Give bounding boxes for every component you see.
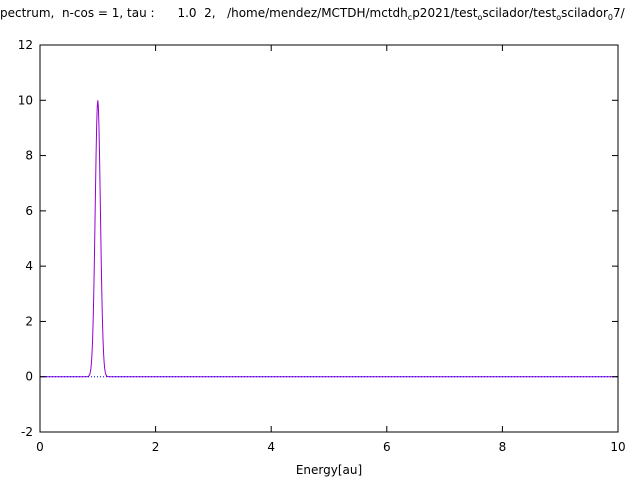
x-axis-label: Energy[au] xyxy=(296,463,362,477)
title-sub-1: c xyxy=(407,13,413,22)
title-part-2: p2021/test xyxy=(412,6,478,20)
series-layer xyxy=(40,100,618,378)
plot-frame xyxy=(39,44,619,433)
x-tick-label: 10 xyxy=(610,440,625,454)
y-axis-ticks: -2 0 2 4 6 8 10 12 xyxy=(18,38,618,439)
x-tick-label: 2 xyxy=(152,440,160,454)
title-sub-2: o xyxy=(477,13,483,22)
y-tick-label: 12 xyxy=(18,38,33,52)
title-sub-3: o xyxy=(556,13,562,22)
spectrum-series-line xyxy=(40,100,618,378)
y-tick-label: 6 xyxy=(25,204,33,218)
y-tick-label: -2 xyxy=(21,425,33,439)
x-axis-ticks: 0 2 4 6 8 10 xyxy=(36,45,626,454)
chart-title: pectrum, n-cos = 1, tau : 1.0 2, /home/m… xyxy=(0,6,625,26)
title-sub-4: 0 xyxy=(607,13,613,22)
y-tick-label: 4 xyxy=(25,259,33,273)
x-tick-label: 4 xyxy=(267,440,275,454)
x-tick-label: 0 xyxy=(36,440,44,454)
title-prefix: pectrum, n-cos = 1, tau : 1.0 2, /home/m… xyxy=(0,6,408,20)
y-tick-label: 0 xyxy=(25,370,33,384)
title-part-5: 7/ xyxy=(612,6,625,20)
title-part-3: scilador/test xyxy=(482,6,557,20)
title-part-4: scilador xyxy=(561,6,608,20)
x-tick-label: 8 xyxy=(499,440,507,454)
y-tick-label: 10 xyxy=(18,93,33,107)
x-tick-label: 6 xyxy=(383,440,391,454)
y-tick-label: 8 xyxy=(25,149,33,163)
y-tick-label: 2 xyxy=(25,314,33,328)
